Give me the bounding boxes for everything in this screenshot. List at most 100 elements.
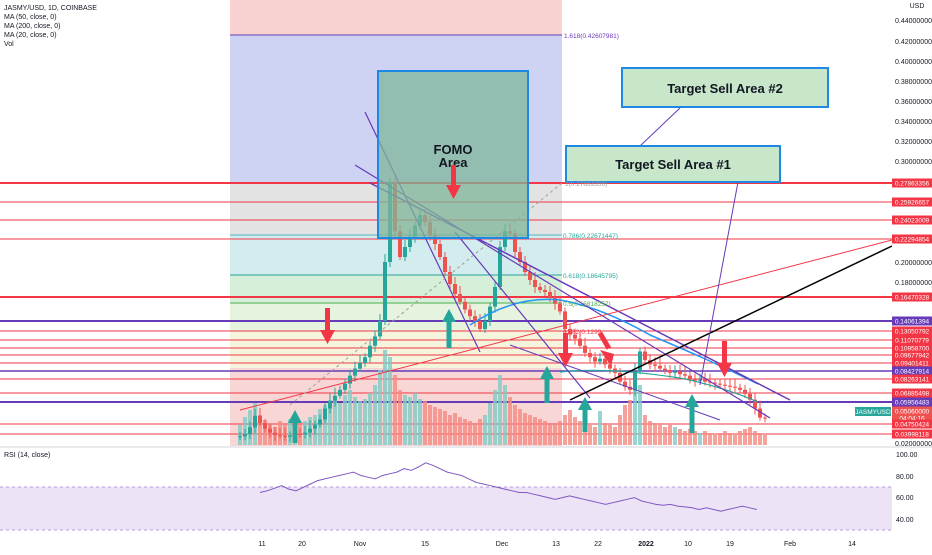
volume-bar xyxy=(348,390,352,445)
fib-label-05: 0.5(0.15818257) xyxy=(563,301,611,308)
candle-body xyxy=(638,351,642,372)
target1-label: Target Sell Area #1 xyxy=(615,157,731,172)
candle-body xyxy=(318,419,322,425)
volume-bar xyxy=(718,433,722,445)
zone-yellow xyxy=(230,331,562,368)
target2-box[interactable] xyxy=(621,67,829,108)
candle-body xyxy=(538,287,542,290)
candle-body xyxy=(433,235,437,244)
target1-pointer xyxy=(699,181,739,386)
volume-bar xyxy=(418,399,422,445)
candle-body xyxy=(738,387,742,390)
target1-box[interactable] xyxy=(565,145,781,183)
rsi-tick-80: 80.00 xyxy=(896,474,914,481)
volume-bar xyxy=(363,399,367,445)
volume-bar xyxy=(483,415,487,445)
legend-ma50: MA (50, close, 0) xyxy=(4,14,57,21)
volume-bar xyxy=(748,427,752,445)
green-arrow-up-4 xyxy=(578,397,592,432)
volume-bar xyxy=(538,419,542,445)
rsi-label: RSI (14, close) xyxy=(4,452,50,459)
candle-body xyxy=(643,351,647,361)
svg-text:0.06885498: 0.06885498 xyxy=(895,391,930,398)
price-tick: 0.18000000 xyxy=(895,280,932,287)
volume-bar xyxy=(758,433,762,445)
candle-body xyxy=(528,272,532,280)
zone-teal xyxy=(230,235,562,275)
price-tag: 0.04750424 xyxy=(892,419,932,429)
candle-body xyxy=(758,408,762,418)
candle-body xyxy=(688,375,692,379)
volume-bar xyxy=(648,421,652,445)
candle-body xyxy=(278,434,282,436)
volume-bar xyxy=(723,431,727,445)
fib-diagonal xyxy=(289,182,563,406)
volume-bar xyxy=(628,400,632,445)
fomo-box[interactable] xyxy=(377,70,529,239)
volume-bar xyxy=(743,429,747,445)
candle-body xyxy=(398,231,402,257)
red-arrow-down-5 xyxy=(717,341,732,377)
time-tick: 13 xyxy=(552,541,560,548)
svg-text:0.13050792: 0.13050792 xyxy=(895,329,930,336)
time-tick: 11 xyxy=(258,541,265,548)
price-tick: 0.36000000 xyxy=(895,99,932,106)
time-tick: 14 xyxy=(848,541,856,548)
candle-body xyxy=(563,311,567,329)
zone-lightgreen xyxy=(230,303,562,331)
ma50-line xyxy=(469,298,759,385)
price-tag: 0.09401411 xyxy=(892,358,932,368)
svg-text:0.09401411: 0.09401411 xyxy=(895,361,929,368)
zone-green xyxy=(230,275,562,303)
candle-body xyxy=(543,290,547,292)
candle-body xyxy=(308,428,312,433)
price-ticks: 0.44000000 0.42000000 0.40000000 0.38000000… xyxy=(895,18,932,448)
candle-body xyxy=(708,381,712,383)
candle-body xyxy=(373,336,377,346)
candle-body xyxy=(263,423,267,429)
time-tick: Feb xyxy=(784,541,796,548)
candle-body xyxy=(568,329,572,335)
time-tick: 19 xyxy=(726,541,734,548)
time-tick: 2022 xyxy=(638,541,654,548)
volume-bar xyxy=(453,413,457,445)
candle-body xyxy=(403,247,407,257)
price-tag: 0.08263141 xyxy=(892,374,932,384)
legend-ma200: MA (200, close, 0) xyxy=(4,23,60,30)
volume-bar xyxy=(518,409,522,445)
svg-text:0.24023009: 0.24023009 xyxy=(895,218,930,225)
volume-bar xyxy=(368,393,372,445)
price-tags: 0.27863356 0.25926657 0.24023009 0.22294854… xyxy=(892,178,932,439)
candle-body xyxy=(733,386,737,388)
price-tag: 0.22294854 xyxy=(892,234,932,244)
candle-body xyxy=(753,399,757,409)
volume-bar xyxy=(458,417,462,445)
volume-bar xyxy=(378,370,382,445)
price-tick: 0.20000000 xyxy=(895,260,932,267)
price-tick: 0.02000000 xyxy=(895,441,932,448)
candle-body xyxy=(343,383,347,390)
signal-arrows xyxy=(288,165,732,443)
volume-bar xyxy=(668,425,672,445)
price-tag: 0.24023009 xyxy=(892,215,932,225)
volume-bar xyxy=(603,423,607,445)
price-axis-unit: USD xyxy=(910,3,925,10)
volume-bar xyxy=(738,431,742,445)
fib-label-0618: 0.618(0.18645795) xyxy=(563,273,618,280)
volume-bar xyxy=(578,421,582,445)
candle-body xyxy=(618,372,622,382)
candle-body xyxy=(333,395,337,401)
volume-bar xyxy=(623,405,627,445)
candle-body xyxy=(493,287,497,307)
fomo-subtitle: Area xyxy=(439,155,469,170)
candle-body xyxy=(678,371,682,375)
legend-symbol: JASMY/USD, 1D, COINBASE xyxy=(4,5,97,12)
volume-bar xyxy=(693,431,697,445)
volume-bar xyxy=(328,407,332,445)
volume-bar xyxy=(393,375,397,445)
time-axis[interactable]: 11 20 Nov 15 Dec 13 22 2022 10 19 Feb 14 xyxy=(258,541,856,548)
volume-bar xyxy=(643,415,647,445)
candle-body xyxy=(368,345,372,358)
svg-text:0.05060000: 0.05060000 xyxy=(895,409,930,416)
